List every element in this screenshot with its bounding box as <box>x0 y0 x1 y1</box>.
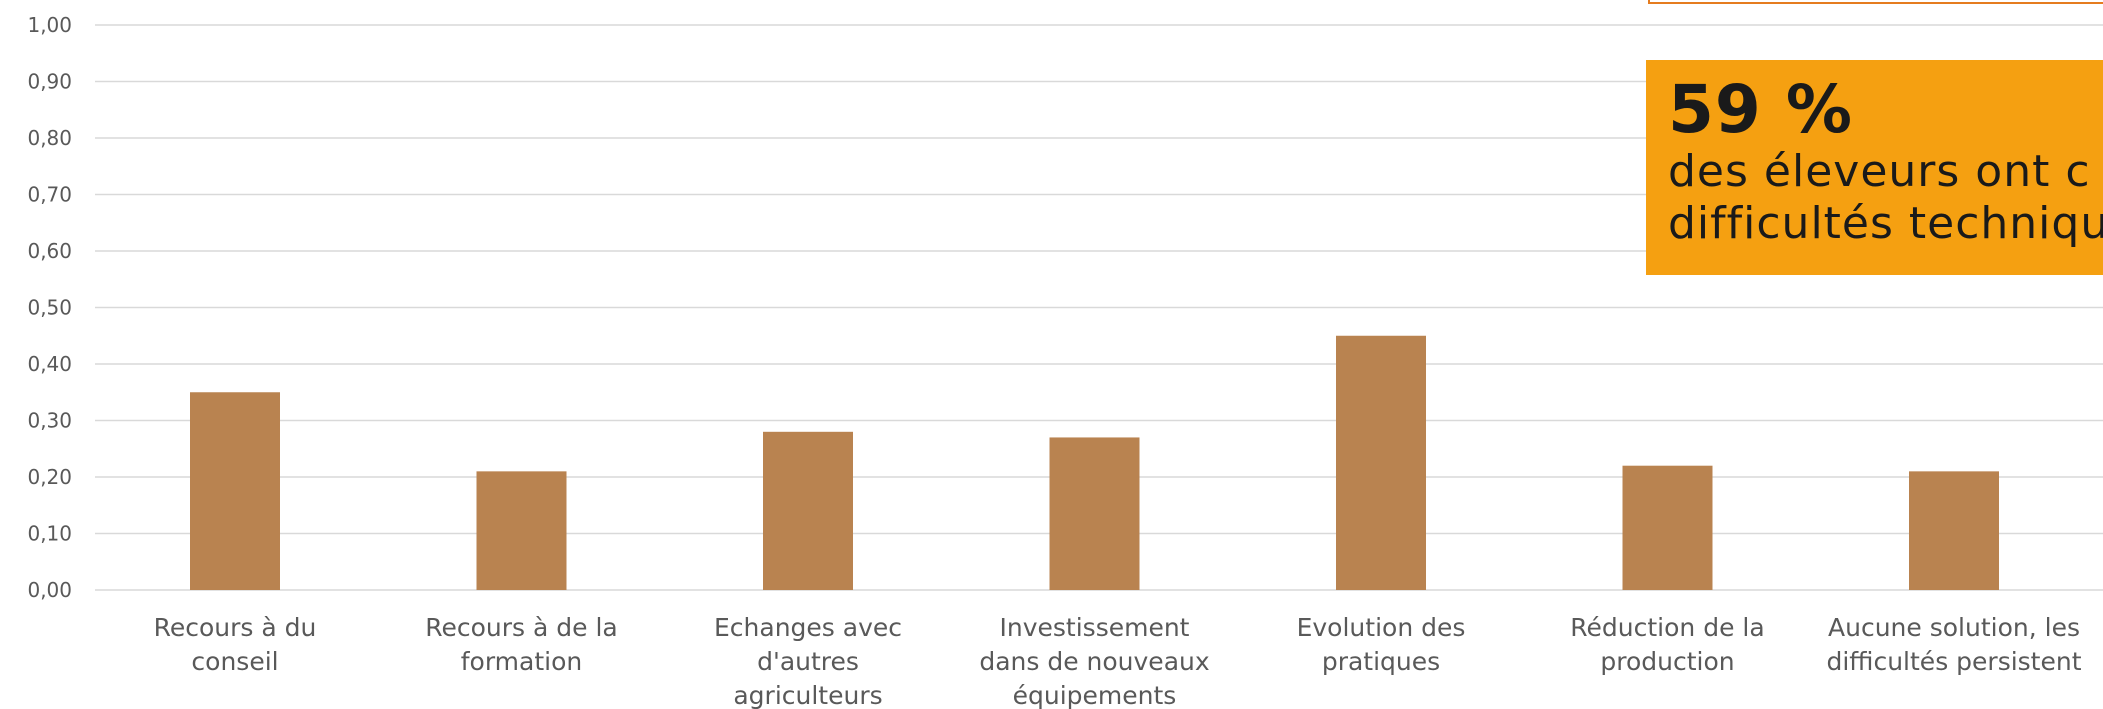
callout-line-2: difficultés techniqu <box>1668 198 2103 249</box>
y-tick-label: 0,40 <box>27 352 72 376</box>
callout-frame-top <box>1648 0 2103 4</box>
x-category-label: Réduction de la <box>1570 613 1764 642</box>
bar <box>763 431 853 590</box>
y-tick-label: 0,20 <box>27 465 72 489</box>
bar <box>476 471 567 590</box>
bar <box>190 392 280 590</box>
bar <box>1336 335 1426 590</box>
y-tick-label: 0,70 <box>27 183 72 207</box>
y-tick-label: 0,90 <box>27 70 72 94</box>
y-tick-label: 0,60 <box>27 239 72 263</box>
x-category-label: Aucune solution, les <box>1828 613 2080 642</box>
x-category-label: dans de nouveaux <box>979 647 1209 676</box>
x-category-label: production <box>1600 647 1734 676</box>
bar <box>1049 437 1140 590</box>
bar <box>1622 465 1713 590</box>
x-category-label: Recours à de la <box>425 613 618 642</box>
y-tick-label: 0,00 <box>27 578 72 602</box>
x-category-label: Investissement <box>1000 613 1190 642</box>
x-axis-category-labels: Recours à du conseil Recours à de la format… <box>154 613 2082 709</box>
y-tick-label: 0,50 <box>27 296 72 320</box>
stat-callout: 59 % des éleveurs ont c difficultés tech… <box>1646 60 2103 275</box>
x-category-label: conseil <box>191 647 278 676</box>
bar <box>1909 471 1999 590</box>
x-category-label: d'autres <box>757 647 859 676</box>
x-category-label: Recours à du <box>154 613 317 642</box>
x-category-label: Evolution des <box>1297 613 1466 642</box>
x-category-label: équipements <box>1013 681 1177 709</box>
y-tick-label: 0,30 <box>27 409 72 433</box>
y-tick-label: 0,80 <box>27 126 72 150</box>
x-category-label: difficultés persistent <box>1826 647 2081 676</box>
callout-stat: 59 % <box>1668 71 1853 148</box>
x-category-label: Echanges avec <box>714 613 902 642</box>
x-category-label: agriculteurs <box>733 681 882 709</box>
y-tick-label: 1,00 <box>27 13 72 37</box>
x-category-label: formation <box>461 647 583 676</box>
bars <box>190 335 1999 590</box>
y-tick-label: 0,10 <box>27 522 72 546</box>
x-category-label: pratiques <box>1322 647 1440 676</box>
callout-line-1: des éleveurs ont c <box>1668 146 2091 197</box>
y-axis-tick-labels: 0,00 0,10 0,20 0,30 0,40 0,50 0,60 0,70 0,80 0,90… <box>27 13 72 602</box>
